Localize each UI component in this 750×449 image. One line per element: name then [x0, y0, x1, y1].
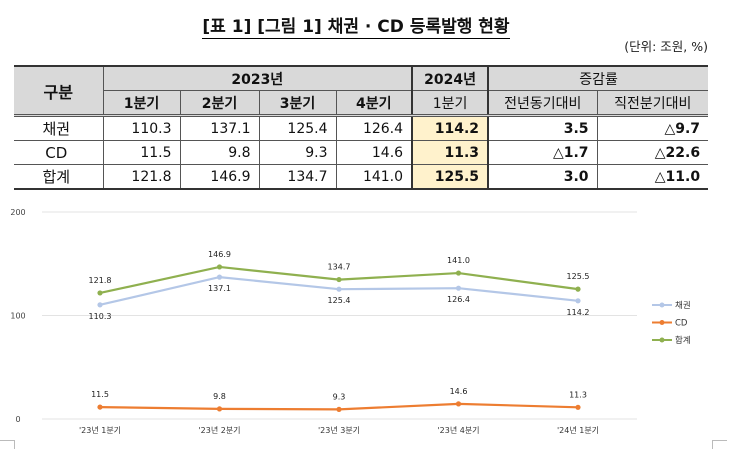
header-category: 구분 — [14, 65, 104, 117]
table-row: 채권 110.3 137.1 125.4 126.4 114.2 3.5 △9.… — [14, 115, 709, 141]
data-point — [575, 404, 581, 410]
table-row: 합계 121.8 146.9 134.7 141.0 125.5 3.0 △11… — [14, 164, 709, 190]
data-label: 11.3 — [569, 390, 587, 399]
data-point — [97, 290, 103, 296]
cell: 3.5 — [487, 115, 598, 141]
subheader: 3분기 — [258, 90, 337, 117]
data-label: 9.8 — [213, 392, 226, 401]
legend-marker — [659, 337, 665, 343]
data-point — [336, 286, 342, 292]
subheader: 전년동기대비 — [487, 90, 598, 117]
data-label: 146.9 — [208, 250, 231, 259]
data-label: 125.5 — [567, 272, 590, 281]
subheader: 직전분기대비 — [596, 90, 709, 117]
data-point — [455, 401, 462, 407]
data-label: 141.0 — [447, 256, 470, 265]
y-tick-label: 200 — [10, 208, 25, 217]
table-row: CD 11.5 9.8 9.3 14.6 11.3 △1.7 △22.6 — [14, 140, 709, 165]
data-label: 134.7 — [328, 263, 351, 272]
data-label: 114.2 — [567, 308, 590, 317]
cell: 14.6 — [335, 140, 413, 165]
data-point — [575, 298, 581, 304]
cell: 125.4 — [258, 115, 337, 141]
x-tick-label: '23년 2분기 — [198, 425, 240, 435]
cell: 11.3 — [411, 140, 490, 165]
subheader: 2분기 — [179, 90, 260, 117]
legend-label: 합계 — [675, 335, 691, 346]
data-point — [97, 302, 103, 308]
cell: 137.1 — [179, 115, 260, 141]
line-chart: 0 100 200 '23년 1분기 '23년 2분기 '23년 3분기 '23년 4분기 '… — [10, 208, 691, 435]
page-title: [표 1] [그림 1] 채권 · CD 등록발행 현황 — [0, 12, 712, 39]
header-row: 구분 2023년 2024년 증감률 — [14, 65, 709, 117]
cell: 114.2 — [411, 115, 490, 141]
title-text: [표 1] [그림 1] 채권 · CD 등록발행 현황 — [202, 17, 510, 39]
row-label: 합계 — [14, 164, 104, 190]
data-label: 11.5 — [91, 390, 109, 399]
x-tick-label: '23년 3분기 — [318, 425, 360, 435]
cell: 134.7 — [258, 164, 337, 190]
x-tick-label: '24년 1분기 — [557, 425, 599, 435]
cell: 126.4 — [335, 115, 413, 141]
x-tick-label: '23년 1분기 — [79, 425, 121, 435]
header-change: 증감률 — [487, 65, 709, 91]
data-point — [455, 270, 462, 276]
row-label: CD — [14, 140, 104, 165]
subheader: 1분기 — [103, 90, 181, 117]
cell: 121.8 — [102, 164, 181, 190]
x-tick-label: '23년 4분기 — [437, 425, 479, 435]
cell: △9.7 — [596, 115, 709, 141]
data-label: 125.4 — [328, 296, 351, 305]
data-point — [575, 286, 581, 292]
cell: 9.3 — [258, 140, 337, 165]
data-point — [216, 406, 223, 412]
data-label: 14.6 — [450, 387, 468, 396]
header-2024: 2024년 — [411, 65, 490, 91]
subheader: 1분기 — [411, 90, 490, 117]
data-point — [216, 264, 223, 270]
cell: 3.0 — [487, 164, 598, 190]
cell: △22.6 — [596, 140, 709, 165]
cell: △1.7 — [487, 140, 598, 165]
legend-marker — [659, 302, 665, 308]
legend-label: 채권 — [675, 300, 691, 311]
cell: 125.5 — [411, 164, 490, 190]
cell: 9.8 — [179, 140, 260, 165]
row-label: 채권 — [14, 115, 104, 141]
cell: 141.0 — [335, 164, 413, 190]
data-point — [455, 285, 462, 291]
corner-mark — [712, 440, 727, 449]
data-point — [336, 406, 342, 412]
data-label: 126.4 — [447, 295, 470, 304]
cell: △11.0 — [596, 164, 709, 190]
legend-marker — [659, 320, 665, 325]
data-point — [336, 276, 342, 283]
y-tick-label: 100 — [10, 312, 25, 321]
corner-mark — [0, 440, 15, 449]
subheader-row: 1분기 2분기 3분기 4분기 1분기 전년동기대비 직전분기대비 — [14, 90, 709, 117]
unit-label: (단위: 조원, %) — [624, 39, 708, 54]
data-label: 9.3 — [333, 392, 346, 401]
cell: 110.3 — [102, 115, 181, 141]
data-label: 110.3 — [89, 312, 112, 321]
legend-label: CD — [675, 319, 688, 329]
y-tick-label: 0 — [15, 415, 20, 424]
data-table: 구분 2023년 2024년 증감률 1분기 2분기 3분기 4분기 1분기 전… — [14, 65, 709, 190]
subheader: 4분기 — [335, 90, 413, 117]
data-label: 137.1 — [208, 284, 231, 293]
data-label: 121.8 — [89, 276, 112, 285]
data-point — [97, 404, 103, 410]
cell: 11.5 — [102, 140, 181, 165]
header-2023: 2023년 — [102, 65, 413, 91]
cell: 146.9 — [179, 164, 260, 190]
data-point — [216, 274, 223, 280]
